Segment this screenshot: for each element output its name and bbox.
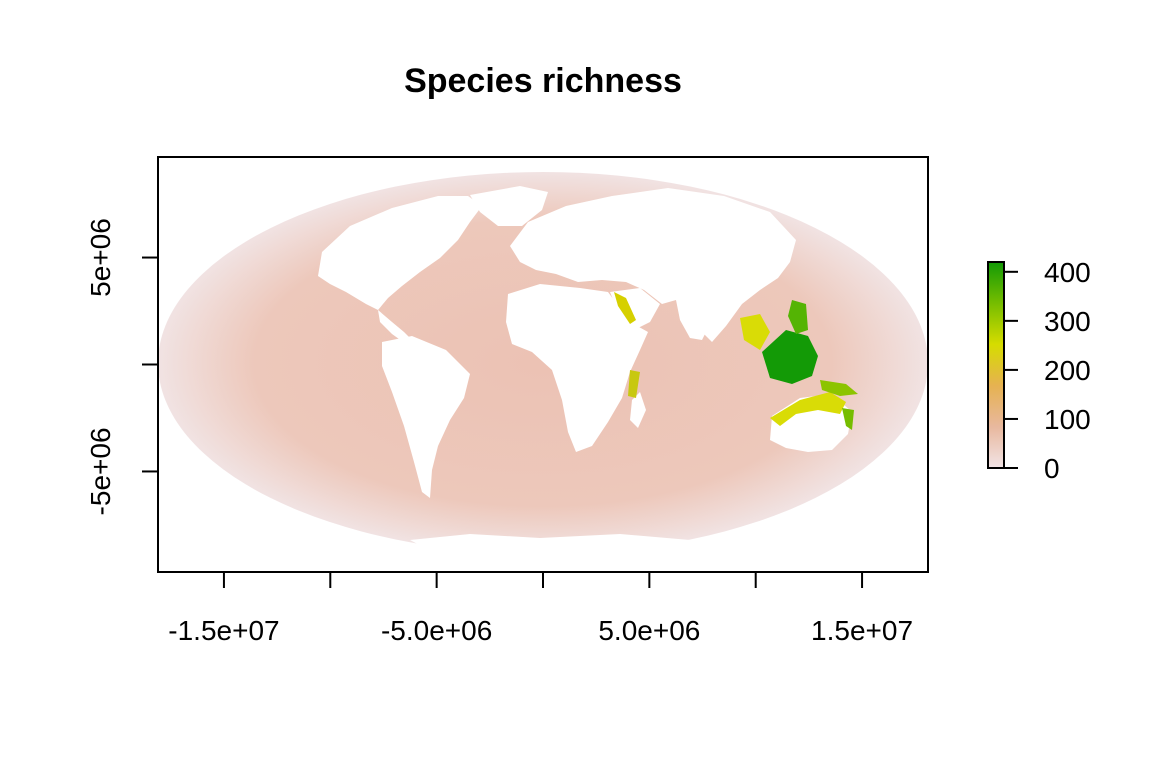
land-layer — [318, 186, 852, 560]
legend-colorbar — [987, 261, 1005, 469]
map-title: Species richness — [404, 62, 682, 100]
landmass-antarctica — [410, 534, 690, 560]
landmass-south-america — [382, 336, 470, 498]
hotspot-coral-triangle — [762, 330, 818, 384]
hotspot-east-africa — [628, 370, 640, 398]
hotspot-great-barrier-reef — [842, 408, 854, 430]
hotspot-philippines — [788, 300, 808, 334]
legend-tick-label: 400 — [1044, 257, 1091, 288]
hotspot-red-sea — [614, 292, 636, 324]
y-tick-label: -5e+06 — [85, 427, 116, 515]
map-panel — [158, 172, 928, 560]
x-tick-label: -1.5e+07 — [168, 615, 279, 646]
legend-tick-label: 0 — [1044, 453, 1060, 484]
legend-tick-label: 100 — [1044, 404, 1091, 435]
hotspot-south-china-sea — [740, 314, 770, 350]
landmass-india — [676, 300, 712, 340]
x-tick-label: -5.0e+06 — [381, 615, 492, 646]
landmass-africa — [506, 284, 648, 452]
x-axis: -1.5e+07 -5.0e+06 5.0e+06 1.5e+07 — [168, 572, 913, 646]
landmass-europe-asia — [510, 188, 796, 342]
landmass-central-america — [378, 310, 414, 344]
landmass-north-america — [318, 196, 482, 310]
x-tick-label: 5.0e+06 — [598, 615, 700, 646]
x-tick-label: 1.5e+07 — [811, 615, 913, 646]
y-axis: -5e+06 5e+06 — [85, 218, 158, 515]
y-tick-label: 5e+06 — [85, 218, 116, 297]
richness-hotspots — [614, 292, 858, 430]
legend-tick-label: 300 — [1044, 306, 1091, 337]
landmass-madagascar — [630, 392, 646, 428]
landmass-greenland — [470, 186, 548, 226]
legend-ticks: 0 100 200 300 400 — [1004, 257, 1091, 484]
color-legend: 0 100 200 300 400 — [987, 257, 1091, 484]
hotspot-new-guinea — [820, 380, 858, 396]
legend-tick-label: 200 — [1044, 355, 1091, 386]
hotspot-north-australia — [770, 392, 846, 426]
